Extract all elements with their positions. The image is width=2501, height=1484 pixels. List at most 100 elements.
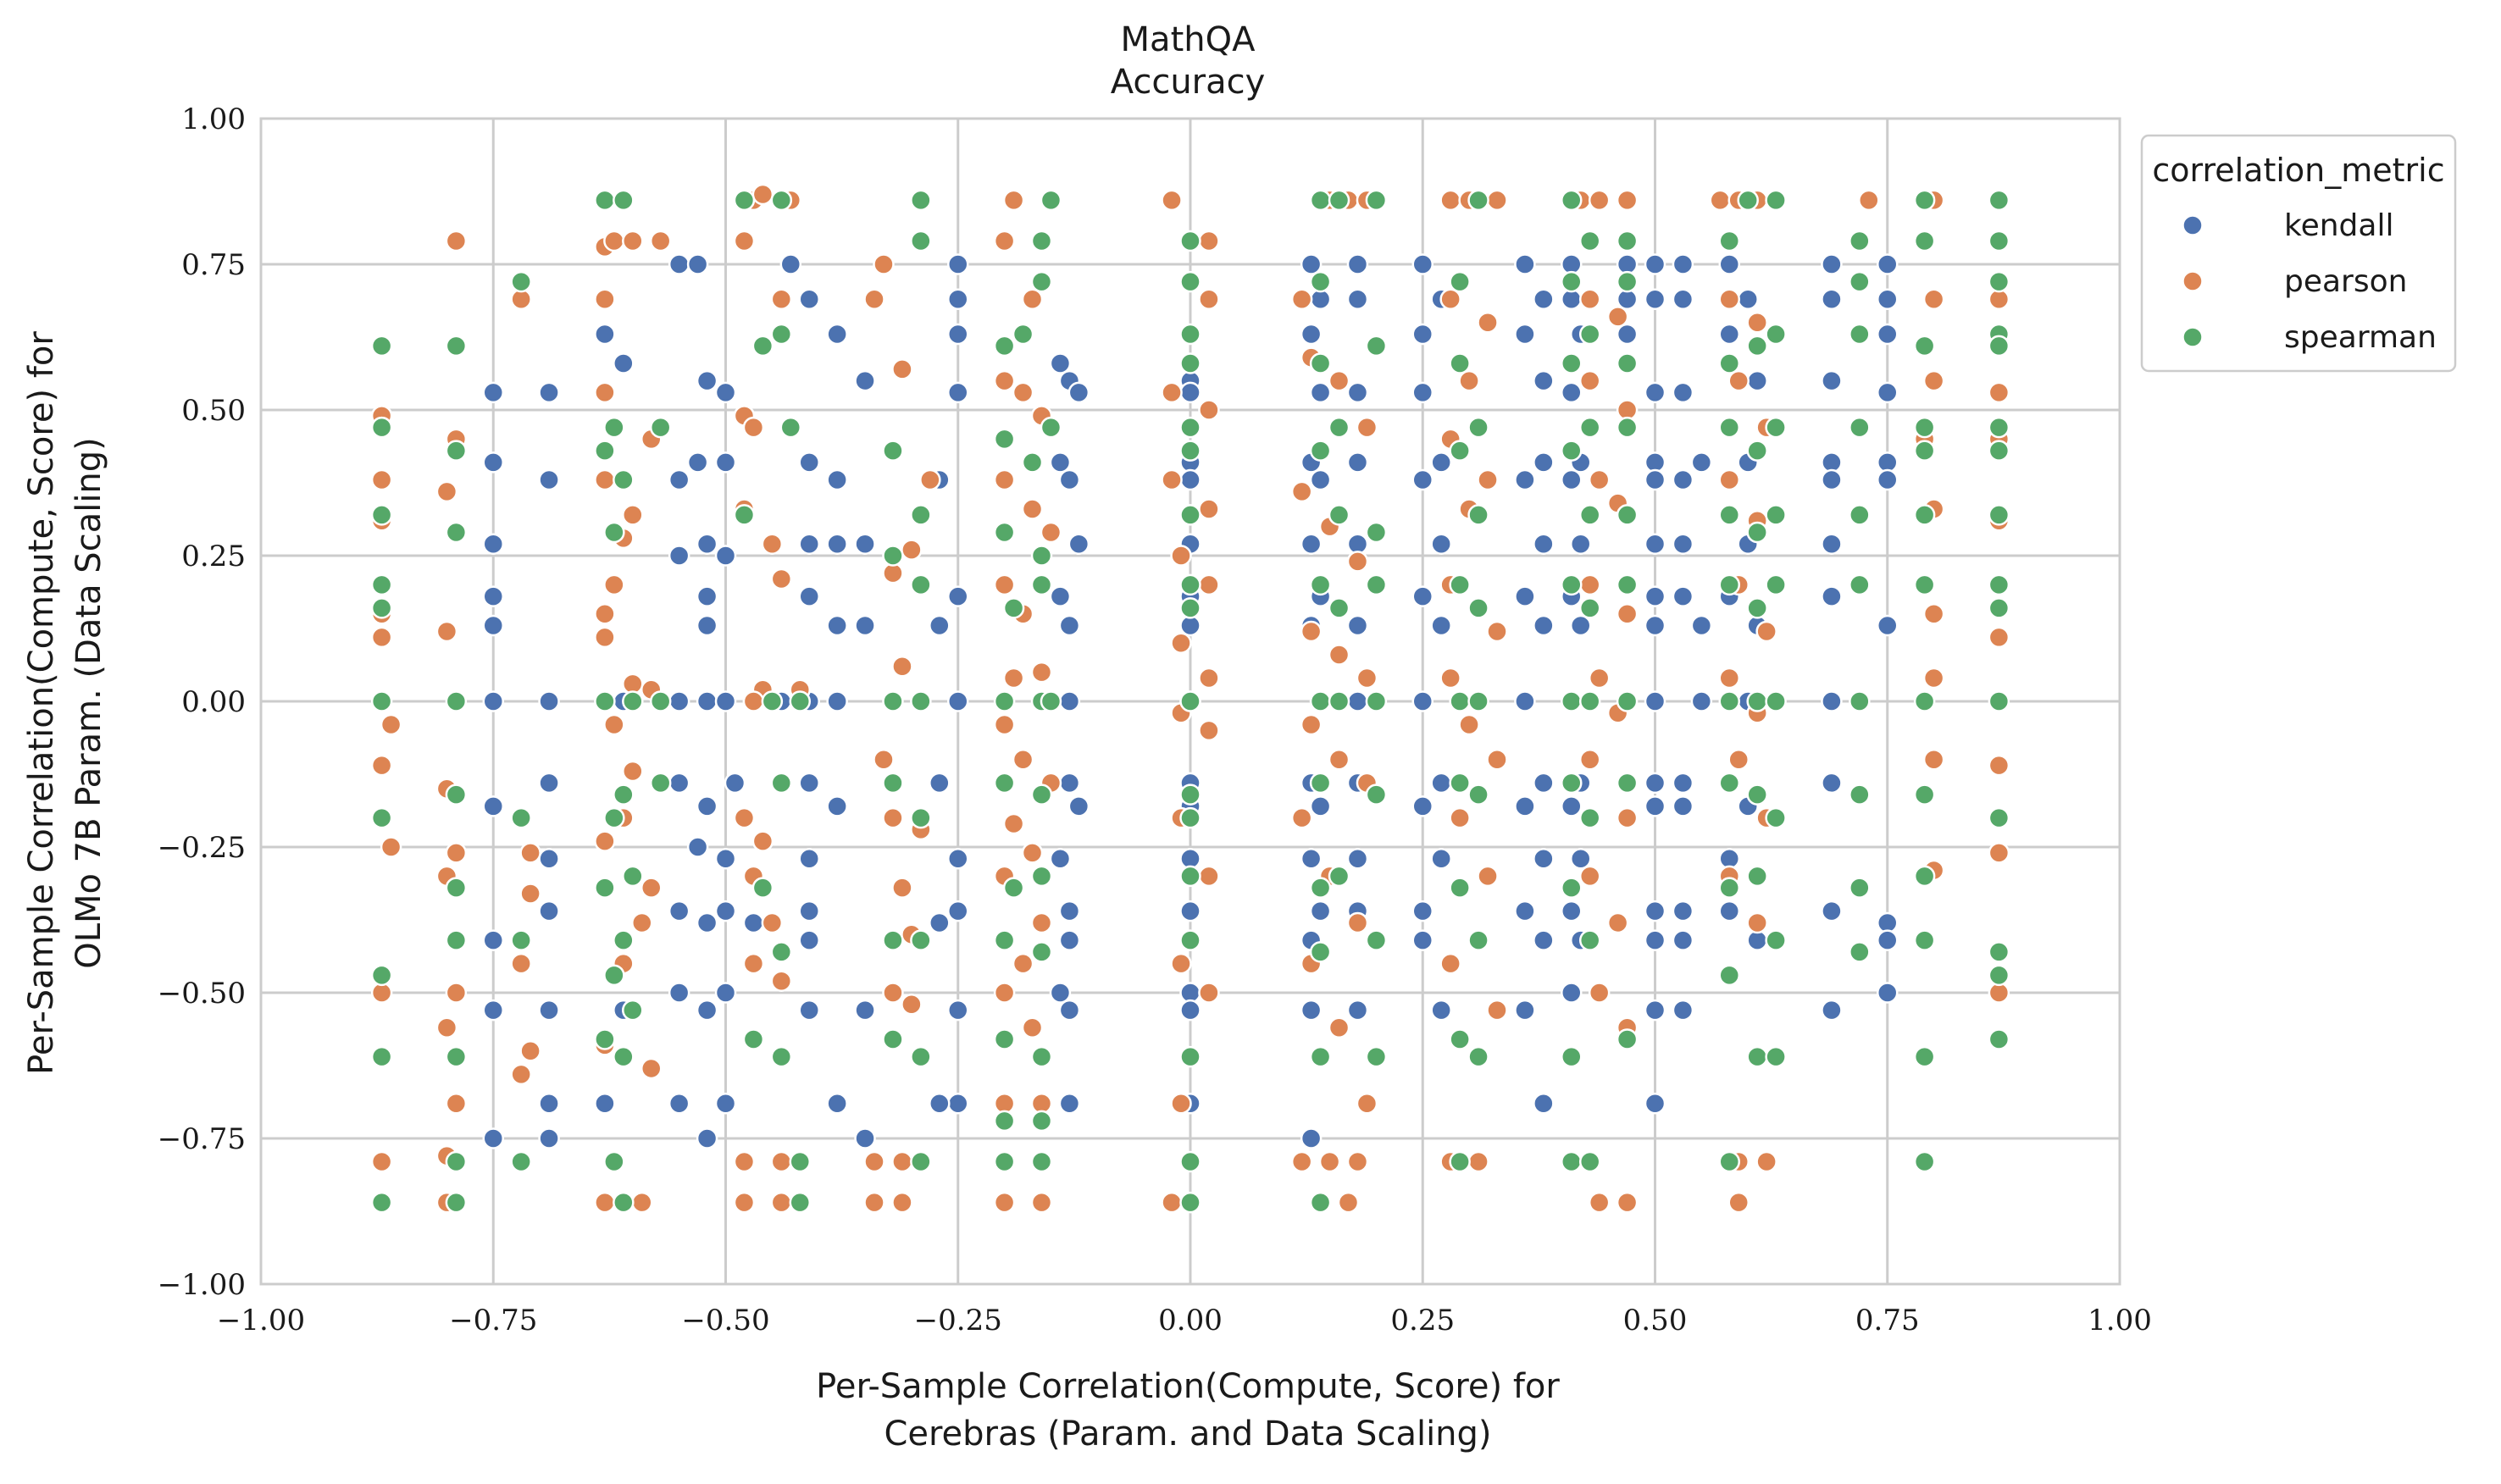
point-kendall: [1411, 585, 1434, 607]
point-pearson: [1922, 369, 1945, 392]
point-pearson: [1988, 842, 2010, 864]
point-kendall: [1877, 468, 1899, 491]
point-kendall: [538, 381, 560, 404]
point-spearman: [1988, 440, 2010, 462]
point-pearson: [1346, 1150, 1369, 1173]
point-kendall: [1058, 614, 1081, 637]
point-kendall: [538, 1127, 560, 1149]
point-pearson: [863, 1150, 885, 1173]
point-kendall: [538, 772, 560, 795]
point-kendall: [854, 1127, 876, 1149]
point-spearman: [1179, 573, 1201, 596]
point-pearson: [770, 568, 793, 590]
point-pearson: [594, 288, 616, 311]
point-spearman: [445, 521, 468, 544]
point-spearman: [1030, 270, 1053, 293]
point-spearman: [1616, 504, 1639, 526]
point-pearson: [863, 288, 885, 311]
point-kendall: [1058, 999, 1081, 1022]
point-kendall: [826, 795, 848, 817]
point-spearman: [1913, 865, 1936, 888]
point-spearman: [622, 999, 644, 1022]
point-kendall: [1877, 323, 1899, 346]
point-spearman: [613, 468, 635, 491]
point-pearson: [370, 754, 393, 777]
point-spearman: [1561, 352, 1583, 374]
point-pearson: [510, 952, 532, 975]
point-pearson: [435, 620, 458, 643]
point-pearson: [770, 970, 793, 992]
point-kendall: [1300, 323, 1323, 346]
legend-frame: [2140, 134, 2457, 373]
point-spearman: [1030, 1150, 1053, 1173]
point-pearson: [1578, 865, 1601, 888]
point-spearman: [1988, 941, 2010, 963]
point-kendall: [1644, 900, 1666, 922]
point-pearson: [761, 911, 784, 934]
point-kendall: [714, 451, 737, 473]
point-spearman: [993, 1110, 1016, 1132]
point-spearman: [370, 1191, 393, 1214]
point-pearson: [649, 230, 672, 252]
point-spearman: [1765, 504, 1787, 526]
point-spearman: [1467, 690, 1489, 712]
point-kendall: [1644, 585, 1666, 607]
point-spearman: [1309, 352, 1332, 374]
point-spearman: [1030, 545, 1053, 567]
point-spearman: [993, 521, 1016, 544]
point-spearman: [1765, 416, 1787, 439]
point-kendall: [714, 545, 737, 567]
point-kendall: [1821, 999, 1843, 1022]
point-kendall: [1514, 253, 1536, 275]
point-pearson: [891, 1191, 913, 1214]
point-kendall: [929, 911, 951, 934]
point-kendall: [798, 288, 820, 311]
point-kendall: [854, 614, 876, 637]
point-pearson: [1439, 952, 1461, 975]
point-kendall: [613, 352, 635, 374]
point-spearman: [910, 806, 932, 829]
point-spearman: [1030, 573, 1053, 596]
point-pearson: [1290, 806, 1313, 829]
point-pearson: [1858, 189, 1880, 212]
point-spearman: [1179, 1150, 1201, 1173]
point-pearson: [594, 626, 616, 649]
point-spearman: [1309, 270, 1332, 293]
point-spearman: [1002, 597, 1025, 619]
point-kendall: [1300, 1127, 1323, 1149]
point-kendall: [714, 848, 737, 870]
point-spearman: [1616, 352, 1639, 374]
x-tick-label: −0.75: [449, 1304, 537, 1337]
point-pearson: [1486, 189, 1508, 212]
point-spearman: [1328, 504, 1350, 526]
point-spearman: [789, 1191, 812, 1214]
point-pearson: [1988, 381, 2010, 404]
point-kendall: [1058, 929, 1081, 951]
point-spearman: [789, 1150, 812, 1173]
point-spearman: [1561, 877, 1583, 899]
point-spearman: [1365, 521, 1388, 544]
chart-title-line-2: Accuracy: [1111, 63, 1266, 102]
point-spearman: [603, 416, 625, 439]
point-spearman: [1718, 416, 1741, 439]
point-kendall: [714, 900, 737, 922]
point-kendall: [1346, 690, 1369, 712]
point-pearson: [640, 1057, 663, 1080]
point-kendall: [1300, 848, 1323, 870]
point-pearson: [993, 573, 1016, 596]
point-spearman: [1328, 189, 1350, 212]
point-spearman: [910, 189, 932, 212]
point-pearson: [1727, 749, 1750, 771]
point-spearman: [1365, 690, 1388, 712]
point-pearson: [445, 230, 468, 252]
point-spearman: [1449, 573, 1471, 596]
point-spearman: [1021, 451, 1044, 473]
point-pearson: [1337, 1191, 1360, 1214]
point-pearson: [1477, 865, 1499, 888]
point-kendall: [947, 1092, 969, 1115]
point-kendall: [696, 690, 718, 712]
point-pearson: [435, 480, 458, 503]
point-kendall: [686, 836, 709, 858]
point-kendall: [1179, 381, 1201, 404]
